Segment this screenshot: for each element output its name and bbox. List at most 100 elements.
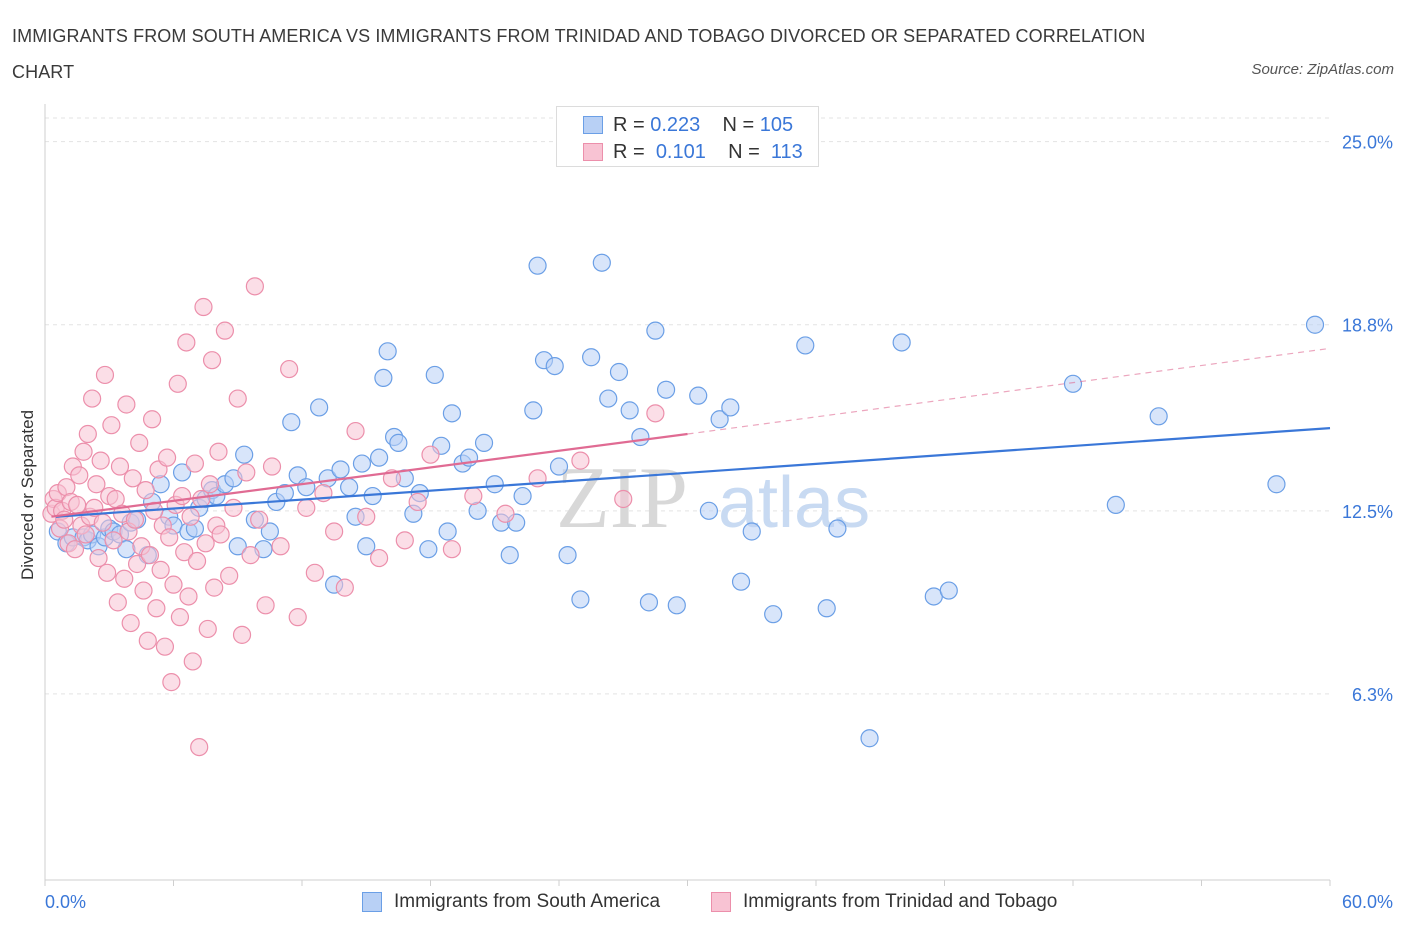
data-point — [140, 546, 160, 565]
data-point — [374, 368, 393, 388]
legend-r-label: R = — [613, 113, 645, 136]
data-point — [352, 454, 372, 473]
data-point — [157, 448, 177, 467]
data-point — [179, 587, 198, 606]
data-point — [646, 321, 665, 340]
data-point — [110, 457, 130, 476]
data-point — [419, 540, 438, 559]
data-point — [395, 531, 414, 550]
y-axis-label: Divorced or Separated — [18, 409, 37, 581]
data-point — [232, 625, 252, 644]
legend-r-value: 0.101 — [655, 140, 706, 163]
data-point — [241, 546, 260, 565]
data-point — [500, 546, 519, 565]
data-point — [828, 519, 847, 538]
data-point — [177, 333, 196, 352]
data-point — [175, 543, 194, 562]
data-point — [142, 410, 162, 429]
data-point — [87, 475, 106, 494]
data-point — [796, 336, 815, 355]
data-point — [256, 596, 275, 615]
data-point — [357, 507, 376, 526]
data-point — [190, 737, 209, 757]
data-point — [592, 253, 611, 272]
data-point — [211, 525, 230, 544]
data-point — [164, 575, 183, 594]
data-point — [370, 548, 389, 568]
data-point — [228, 537, 247, 556]
data-point — [262, 457, 282, 476]
data-point — [939, 581, 958, 600]
trend-lines — [51, 347, 1331, 518]
series-swatch-blue — [362, 892, 382, 912]
data-point — [130, 433, 149, 452]
data-point — [83, 389, 102, 408]
data-point — [892, 333, 911, 352]
data-point — [121, 613, 140, 633]
data-point — [220, 566, 239, 585]
data-point — [614, 489, 633, 509]
data-point — [282, 413, 301, 432]
data-point — [408, 492, 427, 512]
legend-n-value: 113 — [770, 140, 803, 163]
data-point — [1305, 315, 1325, 334]
data-point — [280, 359, 299, 379]
legend-n-value: 105 — [759, 113, 794, 136]
trend-line — [51, 432, 688, 518]
data-point — [378, 342, 397, 361]
correlation-legend: R = 0.223 N = 105 R = 0.101 N = 113 — [556, 106, 819, 167]
data-point — [78, 424, 97, 444]
axes — [44, 104, 1331, 886]
data-point — [288, 608, 307, 627]
data-point — [187, 551, 207, 571]
data-point — [545, 356, 564, 376]
data-point — [183, 652, 202, 671]
data-point — [1149, 407, 1168, 426]
data-point — [513, 486, 532, 506]
data-point — [582, 348, 601, 367]
data-point — [65, 540, 85, 559]
data-point — [115, 569, 134, 588]
data-point — [558, 546, 577, 565]
data-point — [198, 619, 217, 639]
y-tick-labels: 6.3% 12.5% 18.8% 25.0% — [1342, 133, 1393, 705]
legend-r-label: R = — [613, 140, 645, 163]
trend-line — [55, 427, 1331, 518]
data-point — [656, 380, 676, 399]
data-point — [162, 673, 181, 692]
data-point — [260, 522, 279, 541]
chart-title: IMMIGRANTS FROM SOUTH AMERICA VS IMMIGRA… — [12, 26, 1146, 82]
source-label: Source: ZipAtlas.com — [1251, 61, 1394, 78]
data-point — [235, 445, 254, 464]
data-point — [170, 608, 190, 627]
data-point — [123, 469, 142, 488]
data-point — [335, 578, 354, 597]
data-point — [528, 256, 547, 275]
data-point — [196, 534, 215, 553]
series-legend-item-south-america[interactable]: Immigrants from South America — [362, 888, 660, 916]
legend-n-label: N = — [722, 113, 755, 136]
data-point — [425, 365, 444, 385]
data-point — [340, 478, 359, 497]
data-point — [138, 631, 157, 650]
data-point — [370, 448, 389, 467]
data-point — [699, 501, 719, 520]
data-point — [305, 563, 324, 582]
series-legend-item-trinidad-tobago[interactable]: Immigrants from Trinidad and Tobago — [711, 888, 1057, 916]
data-point — [764, 605, 783, 624]
data-point — [549, 457, 569, 476]
data-point — [474, 433, 494, 452]
data-point — [721, 398, 740, 417]
data-point — [599, 389, 618, 408]
data-point — [496, 504, 515, 523]
data-point — [646, 404, 665, 423]
data-point — [297, 498, 316, 517]
legend-swatch-pink — [583, 143, 603, 161]
data-point — [817, 599, 836, 618]
data-point — [172, 463, 192, 482]
data-point — [202, 351, 222, 370]
data-point — [325, 522, 344, 541]
x-tick-labels: 0.0% 60.0% — [45, 892, 1393, 912]
watermark-atlas: atlas — [718, 463, 870, 543]
